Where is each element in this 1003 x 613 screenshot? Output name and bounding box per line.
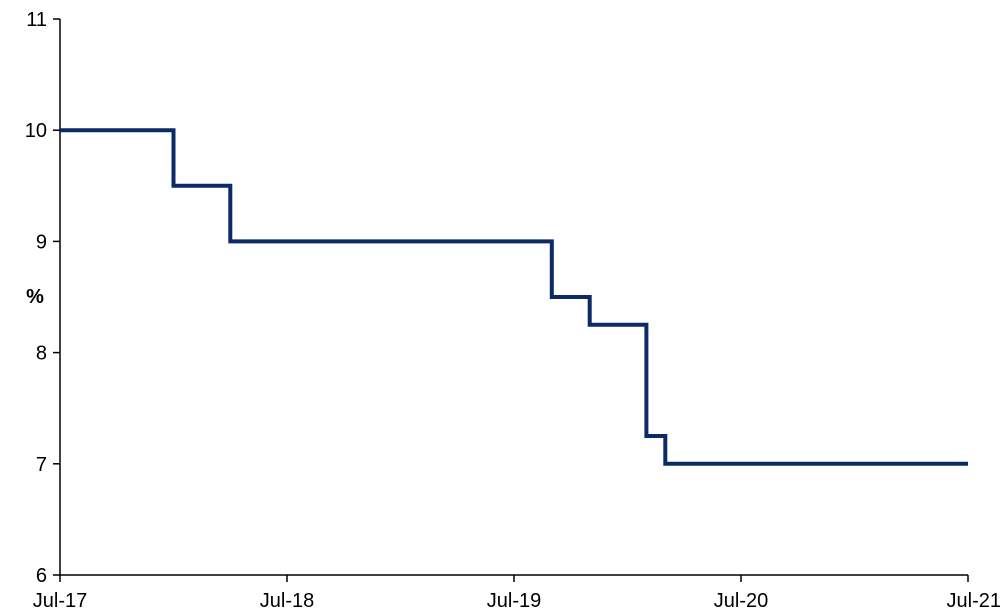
y-tick-label: 9	[36, 231, 47, 253]
x-axis-ticks: Jul-17 Jul-18 Jul-19 Jul-20 Jul-21	[33, 575, 1001, 612]
y-tick-label: 6	[36, 565, 47, 587]
x-tick-label: Jul-17	[33, 590, 87, 612]
y-tick-label: 7	[36, 454, 47, 476]
x-tick-label: Jul-21	[947, 590, 1001, 612]
y-tick-label: 8	[36, 343, 47, 365]
axes	[59, 19, 968, 576]
y-tick-label: 10	[25, 120, 47, 142]
series-group	[60, 128, 968, 466]
y-axis-title: %	[26, 286, 44, 308]
x-tick-label: Jul-19	[487, 590, 541, 612]
y-axis-ticks: 6 7 8 9 10 11	[25, 9, 60, 587]
x-tick-label: Jul-18	[260, 590, 314, 612]
y-tick-label: 11	[26, 9, 47, 31]
x-tick-label: Jul-20	[714, 590, 768, 612]
series-line	[60, 128, 968, 466]
